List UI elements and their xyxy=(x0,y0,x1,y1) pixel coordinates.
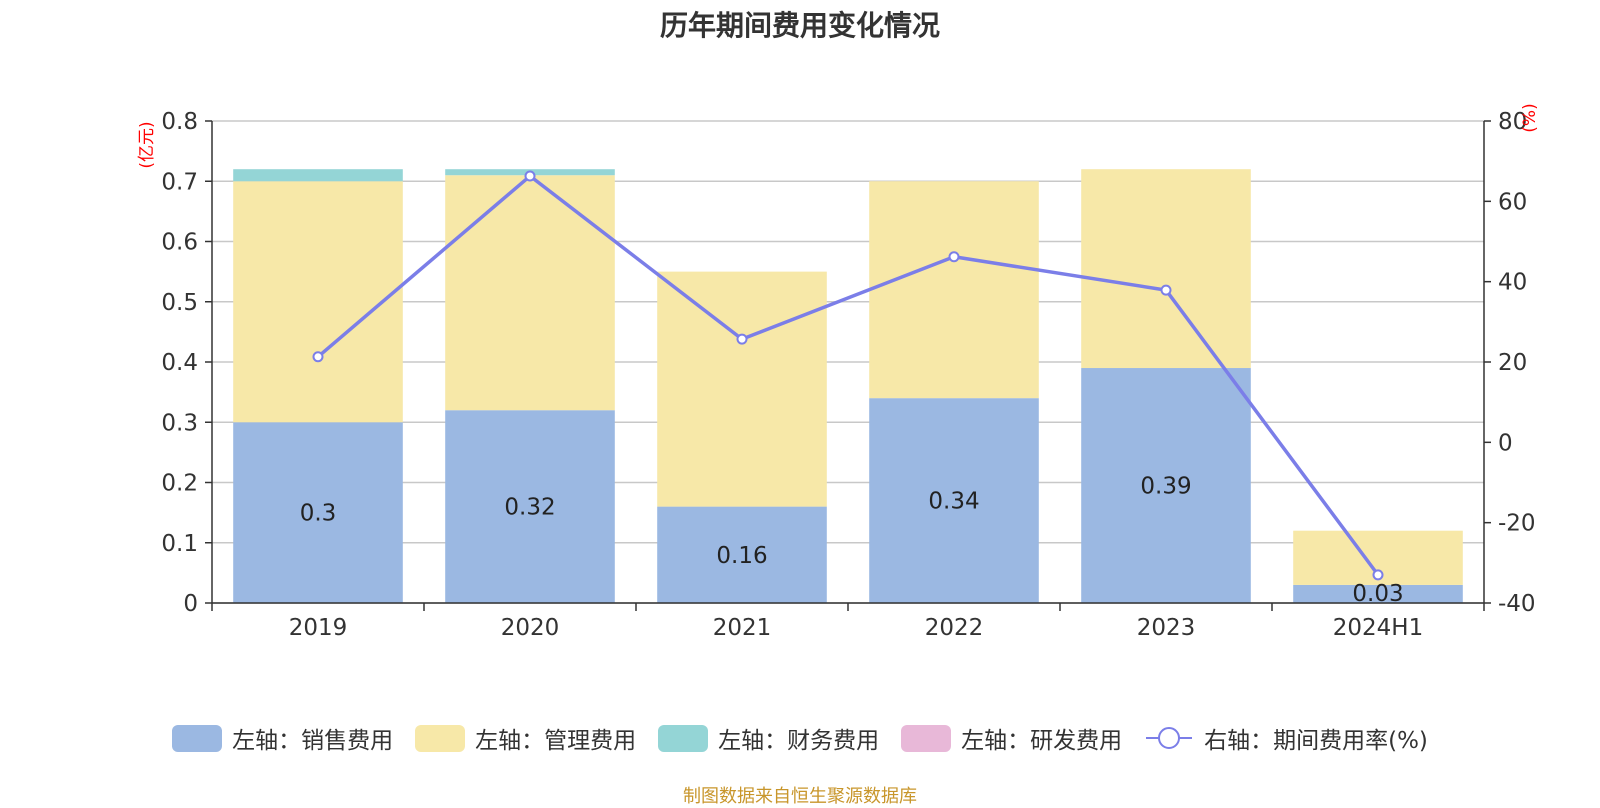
bar-segment xyxy=(657,271,827,507)
left-axis-unit-label: (亿元) xyxy=(137,121,157,168)
right-tick-label: 0 xyxy=(1498,430,1513,456)
rate-point xyxy=(948,251,960,263)
bar-group xyxy=(233,169,1463,603)
right-axis-unit-label: (%) xyxy=(1520,103,1540,132)
left-tick-label: 0.4 xyxy=(161,350,198,376)
line-group xyxy=(312,170,1384,581)
right-tick-label: 20 xyxy=(1498,350,1527,376)
legend-label: 左轴：销售费用 xyxy=(232,728,394,754)
bar-segment xyxy=(445,410,615,603)
legend-item[interactable]: 左轴：研发费用 xyxy=(901,721,1122,755)
left-tick-label: 0 xyxy=(183,591,198,617)
legend-swatch xyxy=(658,724,709,752)
source-note: 制图数据来自恒生聚源数据库 xyxy=(683,786,917,807)
legend-label: 左轴：研发费用 xyxy=(961,728,1123,754)
axes: 0 0.1 0.2 0.3 0.4 0.5 0.6 0.7 0.8 -40 -20 0 20 40 60 80… xyxy=(161,109,1535,641)
bar-segment xyxy=(657,506,827,603)
rate-point xyxy=(524,170,536,182)
left-tick-label: 0.3 xyxy=(161,410,198,436)
bar-data-label: 0.34 xyxy=(928,489,979,515)
bar-segment xyxy=(869,398,1039,603)
chart-svg: 0 0.1 0.2 0.3 0.4 0.5 0.6 0.7 0.8 -40 -20 0 20 40 60 80… xyxy=(137,103,1540,641)
right-tick-label: 60 xyxy=(1498,189,1527,215)
bar-data-label: 0.32 xyxy=(504,495,555,521)
bar-segment xyxy=(233,169,403,182)
x-tick-label: 2023 xyxy=(1137,615,1196,641)
legend-item[interactable]: 左轴：财务费用 xyxy=(658,721,879,755)
x-tick-label: 2022 xyxy=(925,615,984,641)
bar-data-label: 0.03 xyxy=(1352,581,1403,607)
x-tick-label: 2024H1 xyxy=(1333,615,1423,641)
x-tick-label: 2020 xyxy=(501,615,560,641)
right-tick-label: 80 xyxy=(1498,109,1527,135)
right-tick-label: -40 xyxy=(1498,591,1536,617)
bar-segment xyxy=(445,175,615,411)
legend: 左轴：销售费用 左轴：管理费用 左轴：财务费用 左轴：研发费用 右轴：期间费用率(%) xyxy=(0,720,1600,756)
left-tick-label: 0.7 xyxy=(161,169,198,195)
rate-line xyxy=(316,174,1380,576)
legend-label: 右轴：期间费用率(%) xyxy=(1204,728,1428,754)
bar-segment xyxy=(869,181,1039,399)
bar-segment xyxy=(233,181,403,423)
right-tick-label: -20 xyxy=(1498,511,1536,537)
legend-swatch xyxy=(172,724,223,752)
rate-point xyxy=(312,351,324,363)
legend-swatch xyxy=(415,724,466,752)
rate-point xyxy=(736,333,748,345)
left-tick-label: 0.8 xyxy=(161,109,198,135)
rate-point xyxy=(1160,284,1172,296)
x-tick-label: 2019 xyxy=(289,615,348,641)
right-tick-label: 40 xyxy=(1498,270,1527,296)
left-tick-label: 0.6 xyxy=(161,230,198,256)
bar-segment xyxy=(233,422,403,603)
legend-swatch xyxy=(901,724,952,752)
bar-segment xyxy=(1081,368,1251,603)
bar-data-label: 0.3 xyxy=(300,501,337,527)
bar-data-label: 0.16 xyxy=(716,543,767,569)
x-tick-label: 2021 xyxy=(713,615,772,641)
legend-item[interactable]: 左轴：管理费用 xyxy=(415,721,636,755)
left-tick-label: 0.1 xyxy=(161,531,198,557)
left-tick-label: 0.5 xyxy=(161,290,198,316)
legend-item[interactable]: 左轴：销售费用 xyxy=(172,721,393,755)
bar-segment xyxy=(1293,584,1463,603)
left-tick-label: 0.2 xyxy=(161,471,198,497)
bar-label-group: 0.3 0.32 0.16 0.34 0.39 0.03 xyxy=(300,474,1404,607)
chart-title: 历年期间费用变化情况 xyxy=(659,9,940,42)
bar-data-label: 0.39 xyxy=(1140,474,1191,500)
legend-label: 左轴：财务费用 xyxy=(718,728,880,754)
bar-segment xyxy=(1081,169,1251,369)
legend-label: 左轴：管理费用 xyxy=(475,728,637,754)
line-marker-icon xyxy=(1146,727,1193,749)
rate-point xyxy=(1372,569,1384,581)
legend-item[interactable]: 右轴：期间费用率(%) xyxy=(1144,721,1428,755)
